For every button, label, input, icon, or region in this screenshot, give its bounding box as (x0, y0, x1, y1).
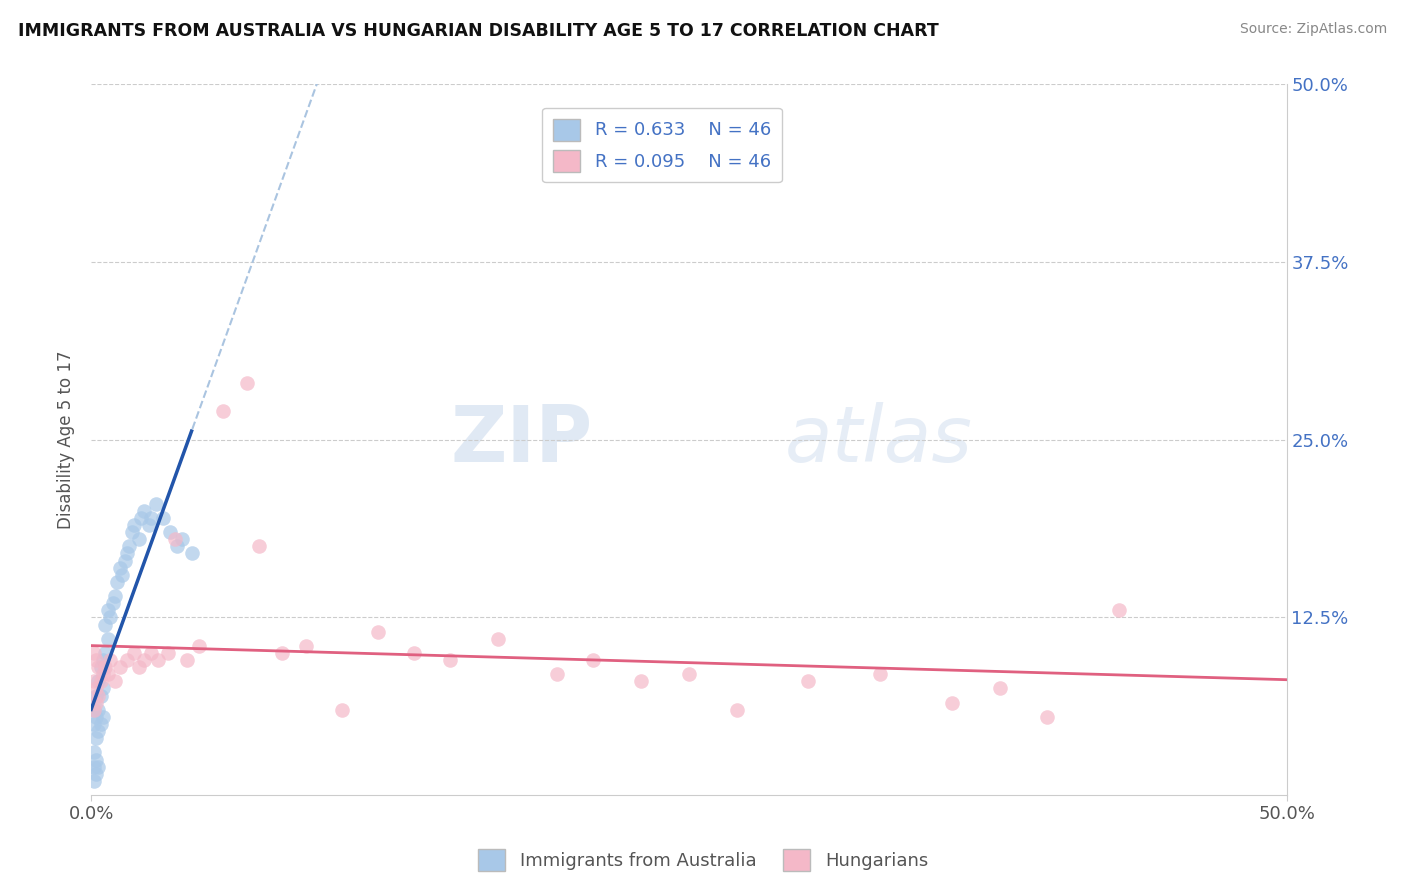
Point (83, 773, 105, 788)
Point (87, 703, 110, 717)
Point (159, 525, 181, 540)
Point (83, 703, 105, 717)
Point (941, 696, 963, 710)
Point (128, 660, 150, 674)
Point (94, 617, 117, 632)
Point (678, 667, 700, 681)
Point (84, 766, 107, 780)
Point (725, 703, 748, 717)
Point (90, 674, 112, 689)
Point (87, 674, 110, 689)
Point (180, 546, 202, 560)
Point (83, 703, 105, 717)
Point (94, 660, 117, 674)
Point (84, 752, 107, 766)
Point (367, 624, 389, 639)
Point (90, 689, 112, 703)
Legend: Immigrants from Australia, Hungarians: Immigrants from Australia, Hungarians (471, 842, 935, 879)
Point (152, 511, 174, 525)
Point (83, 717, 105, 731)
Point (83, 746, 105, 760)
Point (115, 546, 138, 560)
Point (118, 539, 141, 553)
Point (91, 653, 114, 667)
Point (170, 533, 193, 547)
Point (94, 646, 117, 660)
Point (121, 525, 143, 540)
Point (546, 667, 568, 681)
Point (145, 497, 167, 511)
Point (104, 674, 127, 689)
Point (402, 646, 425, 660)
Point (163, 533, 186, 547)
Point (97, 632, 120, 646)
Point (111, 567, 134, 582)
Point (97, 667, 120, 681)
Point (271, 646, 294, 660)
Point (91, 681, 114, 696)
Point (91, 667, 114, 681)
Point (107, 574, 129, 589)
Point (330, 703, 353, 717)
Point (139, 646, 162, 660)
Point (139, 511, 162, 525)
Point (84, 710, 107, 724)
Text: atlas: atlas (785, 401, 973, 478)
Point (84, 681, 107, 696)
Point (132, 504, 155, 518)
Point (132, 653, 155, 667)
Point (295, 639, 318, 653)
Point (104, 589, 127, 603)
Point (87, 759, 110, 773)
Point (91, 710, 114, 724)
Point (87, 660, 110, 674)
Point (87, 724, 110, 739)
Point (439, 653, 461, 667)
Point (869, 667, 891, 681)
Point (131, 511, 153, 525)
Point (84, 689, 107, 703)
Point (1108, 603, 1130, 617)
Point (108, 560, 131, 574)
Point (122, 646, 145, 660)
Point (235, 376, 257, 390)
Point (122, 518, 145, 533)
Point (146, 653, 169, 667)
Point (486, 632, 509, 646)
Point (247, 539, 270, 553)
Point (114, 553, 136, 567)
Point (101, 596, 124, 610)
Point (138, 518, 160, 533)
Legend: R = 0.633    N = 46, R = 0.095    N = 46: R = 0.633 N = 46, R = 0.095 N = 46 (543, 108, 782, 183)
Point (582, 653, 605, 667)
Point (90, 660, 112, 674)
Point (630, 674, 652, 689)
Point (988, 681, 1011, 696)
Point (84, 731, 107, 746)
Point (97, 603, 120, 617)
Point (90, 717, 112, 731)
Point (797, 674, 820, 689)
Text: Source: ZipAtlas.com: Source: ZipAtlas.com (1240, 22, 1388, 37)
Point (166, 539, 188, 553)
Text: IMMIGRANTS FROM AUSTRALIA VS HUNGARIAN DISABILITY AGE 5 TO 17 CORRELATION CHART: IMMIGRANTS FROM AUSTRALIA VS HUNGARIAN D… (18, 22, 939, 40)
Point (211, 404, 233, 418)
Point (187, 639, 209, 653)
Point (87, 689, 110, 703)
Point (98, 653, 121, 667)
Point (83, 759, 105, 773)
Point (115, 653, 138, 667)
Point (84, 653, 107, 667)
Point (83, 646, 105, 660)
Point (1036, 710, 1059, 724)
Point (156, 646, 179, 660)
Text: ZIP: ZIP (451, 401, 593, 478)
Point (176, 653, 198, 667)
Point (84, 696, 107, 710)
Point (128, 533, 150, 547)
Point (83, 674, 105, 689)
Y-axis label: Disability Age 5 to 17: Disability Age 5 to 17 (58, 351, 75, 529)
Point (98, 610, 121, 624)
Point (108, 660, 131, 674)
